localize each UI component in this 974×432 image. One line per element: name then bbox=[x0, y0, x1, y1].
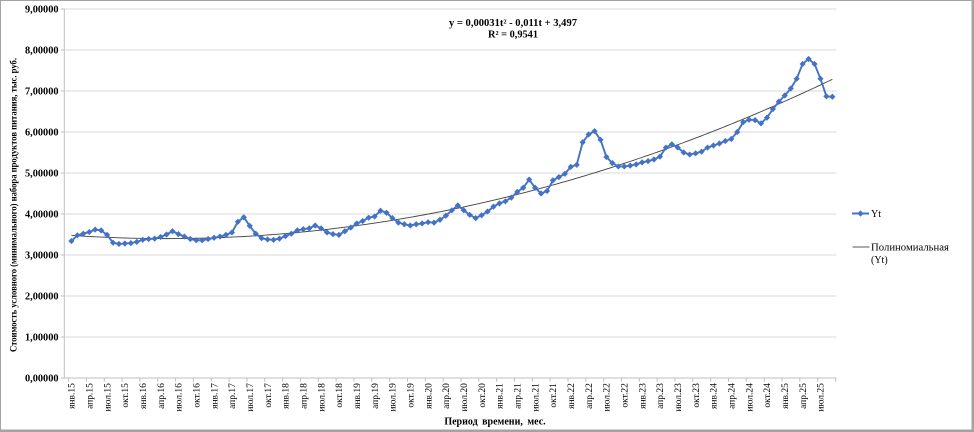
svg-text:Стоимость условного (минимальн: Стоимость условного (минимального) набор… bbox=[9, 58, 20, 352]
svg-text:(Yt): (Yt) bbox=[871, 255, 888, 266]
svg-text:окт.21: окт.21 bbox=[549, 383, 559, 408]
svg-text:апр.20: апр.20 bbox=[442, 383, 452, 409]
svg-text:июл.25: июл.25 bbox=[817, 383, 827, 412]
svg-text:окт.16: окт.16 bbox=[192, 383, 202, 408]
svg-text:окт.22: окт.22 bbox=[621, 383, 631, 408]
svg-text:апр.18: апр.18 bbox=[300, 383, 310, 409]
svg-text:июл.15: июл.15 bbox=[103, 383, 113, 412]
svg-text:июл.23: июл.23 bbox=[674, 383, 684, 412]
svg-text:апр.23: апр.23 bbox=[656, 383, 666, 409]
svg-text:июл.20: июл.20 bbox=[460, 383, 470, 412]
svg-text:4,00000: 4,00000 bbox=[25, 210, 59, 221]
svg-text:апр.19: апр.19 bbox=[371, 383, 381, 409]
svg-text:0,00000: 0,00000 bbox=[25, 374, 59, 385]
svg-text:апр.22: апр.22 bbox=[585, 383, 595, 409]
svg-text:окт.24: окт.24 bbox=[763, 383, 773, 408]
svg-text:янв.23: янв.23 bbox=[638, 383, 648, 409]
svg-text:6,00000: 6,00000 bbox=[25, 128, 59, 139]
svg-text:y = 0,00031t² - 0,011t + 3,497: y = 0,00031t² - 0,011t + 3,497 bbox=[449, 18, 577, 29]
svg-text:янв.20: янв.20 bbox=[424, 383, 434, 409]
svg-text:июл.21: июл.21 bbox=[531, 383, 541, 412]
svg-text:июл.18: июл.18 bbox=[317, 383, 327, 412]
svg-text:июл.22: июл.22 bbox=[603, 383, 613, 412]
svg-text:апр.25: апр.25 bbox=[799, 383, 809, 409]
svg-text:окт.15: окт.15 bbox=[121, 383, 131, 408]
svg-text:R² = 0,9541: R² = 0,9541 bbox=[488, 30, 538, 41]
svg-text:5,00000: 5,00000 bbox=[25, 169, 59, 180]
svg-text:апр.16: апр.16 bbox=[157, 383, 167, 409]
svg-text:янв.15: янв.15 bbox=[68, 383, 78, 409]
svg-text:янв.25: янв.25 bbox=[781, 383, 791, 409]
svg-text:3,00000: 3,00000 bbox=[25, 251, 59, 262]
svg-text:янв.21: янв.21 bbox=[496, 383, 506, 409]
svg-text:Полиномиальная: Полиномиальная bbox=[871, 243, 949, 254]
svg-text:окт.17: окт.17 bbox=[264, 383, 274, 408]
svg-text:апр.21: апр.21 bbox=[514, 383, 524, 409]
svg-text:9,00000: 9,00000 bbox=[25, 5, 59, 16]
svg-text:апр.24: апр.24 bbox=[728, 383, 738, 409]
svg-text:окт.18: окт.18 bbox=[335, 383, 345, 408]
svg-text:янв.18: янв.18 bbox=[282, 383, 292, 409]
svg-text:янв.17: янв.17 bbox=[210, 383, 220, 409]
svg-text:июл.19: июл.19 bbox=[389, 383, 399, 412]
svg-text:янв.22: янв.22 bbox=[567, 383, 577, 409]
svg-text:окт.20: окт.20 bbox=[478, 383, 488, 408]
svg-text:1,00000: 1,00000 bbox=[25, 333, 59, 344]
svg-text:окт.23: окт.23 bbox=[692, 383, 702, 408]
svg-text:8,00000: 8,00000 bbox=[25, 46, 59, 57]
svg-text:окт.19: окт.19 bbox=[407, 383, 417, 408]
svg-text:апр.15: апр.15 bbox=[85, 383, 95, 409]
svg-text:Yt: Yt bbox=[871, 209, 881, 220]
svg-text:июл.16: июл.16 bbox=[175, 383, 185, 412]
svg-text:янв.24: янв.24 bbox=[710, 383, 720, 409]
svg-text:апр.17: апр.17 bbox=[228, 383, 238, 409]
svg-text:янв.16: янв.16 bbox=[139, 383, 149, 409]
svg-text:июл.24: июл.24 bbox=[745, 383, 755, 412]
svg-text:янв.19: янв.19 bbox=[353, 383, 363, 409]
svg-text:Период времени, мес.: Период времени, мес. bbox=[444, 417, 546, 428]
svg-text:июл.17: июл.17 bbox=[246, 383, 256, 412]
svg-text:2,00000: 2,00000 bbox=[25, 292, 59, 303]
svg-text:7,00000: 7,00000 bbox=[25, 87, 59, 98]
